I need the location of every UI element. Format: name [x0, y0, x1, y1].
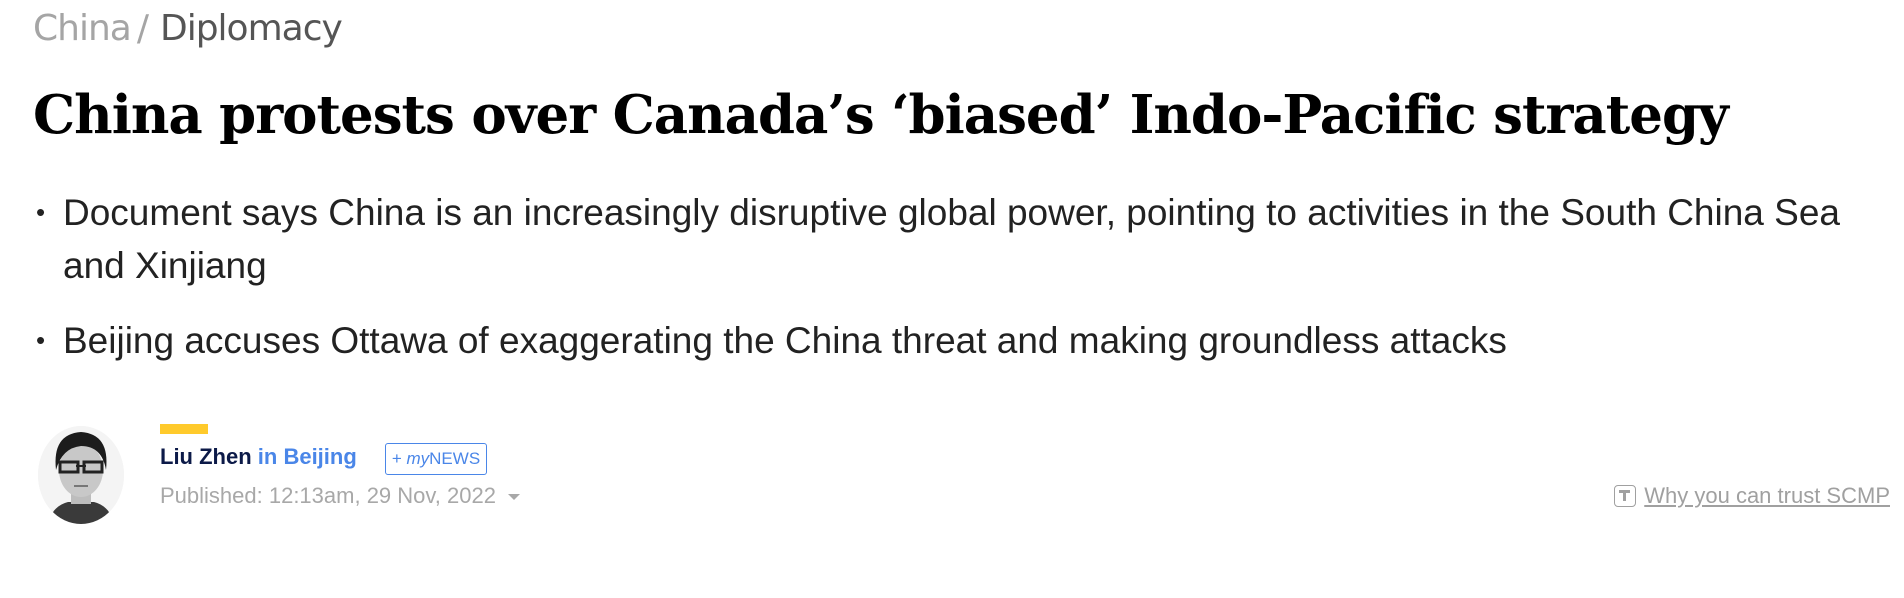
add-mynews-button[interactable]: + my NEWS — [385, 443, 487, 475]
byline: Liu Zhen in Beijing — [160, 444, 357, 470]
summary-item: • Beijing accuses Ottawa of exaggerating … — [30, 314, 1880, 367]
headline: China protests over Canada’s ‘biased’ In… — [33, 84, 1729, 146]
bullet-icon: • — [36, 325, 46, 355]
author-name[interactable]: Liu Zhen — [160, 444, 252, 469]
caret-down-icon[interactable] — [507, 494, 520, 501]
author-location: in Beijing — [257, 444, 357, 469]
author-accent-bar — [160, 424, 208, 434]
breadcrumb-china[interactable]: China — [33, 8, 132, 49]
bullet-icon: • — [36, 197, 46, 227]
breadcrumb-diplomacy[interactable]: Diplomacy — [159, 8, 343, 49]
trust-link-text[interactable]: Why you can trust SCMP — [1644, 483, 1890, 508]
summary-item: • Document says China is an increasingly … — [30, 186, 1880, 292]
trust-t-icon — [1614, 485, 1637, 507]
published-date[interactable]: Published: 12:13am, 29 Nov, 2022 — [160, 483, 520, 509]
breadcrumb: China / Diplomacy — [33, 8, 343, 49]
trust-link[interactable]: Why you can trust SCMP — [1614, 483, 1890, 509]
avatar-portrait-icon — [38, 426, 124, 524]
breadcrumb-separator: / — [136, 8, 149, 49]
author-avatar[interactable] — [38, 426, 124, 524]
summary-list: • Document says China is an increasingly … — [30, 186, 1880, 389]
